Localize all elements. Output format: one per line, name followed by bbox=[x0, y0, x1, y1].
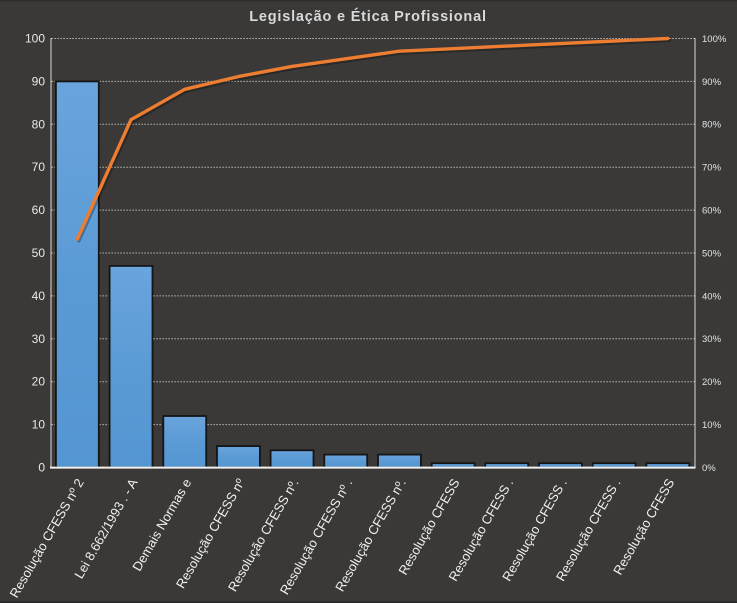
svg-text:50: 50 bbox=[32, 246, 46, 260]
svg-text:60%: 60% bbox=[702, 206, 722, 217]
svg-text:0%: 0% bbox=[702, 463, 716, 474]
svg-text:30%: 30% bbox=[702, 334, 722, 345]
svg-text:90%: 90% bbox=[702, 77, 722, 88]
svg-text:60: 60 bbox=[32, 203, 46, 217]
svg-text:50%: 50% bbox=[702, 248, 722, 259]
svg-text:Legislação e Ética Profissiona: Legislação e Ética Profissional bbox=[249, 8, 487, 25]
svg-text:30: 30 bbox=[32, 332, 46, 346]
svg-text:40%: 40% bbox=[702, 291, 722, 302]
svg-text:90: 90 bbox=[32, 74, 46, 88]
svg-text:0: 0 bbox=[38, 461, 45, 475]
svg-text:80: 80 bbox=[32, 117, 46, 131]
svg-text:70%: 70% bbox=[702, 163, 722, 174]
svg-text:10%: 10% bbox=[702, 420, 722, 431]
svg-text:100: 100 bbox=[25, 32, 45, 46]
svg-text:20: 20 bbox=[32, 375, 46, 389]
svg-text:100%: 100% bbox=[702, 34, 727, 45]
svg-text:10: 10 bbox=[32, 418, 46, 432]
svg-text:40: 40 bbox=[32, 289, 46, 303]
svg-text:70: 70 bbox=[32, 160, 46, 174]
svg-text:20%: 20% bbox=[702, 377, 722, 388]
svg-text:80%: 80% bbox=[702, 120, 722, 131]
